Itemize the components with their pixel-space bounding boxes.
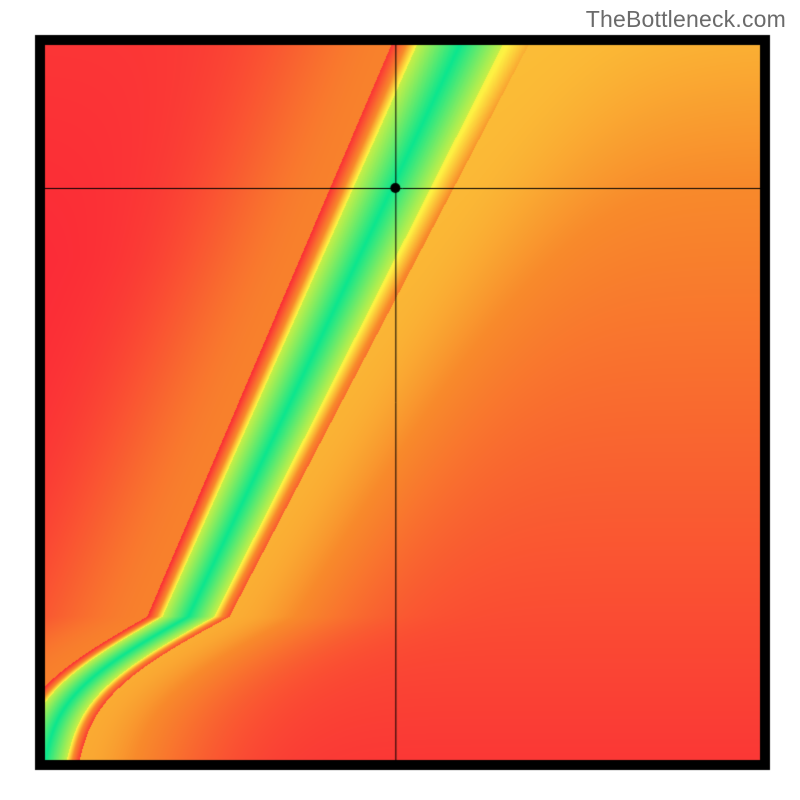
watermark-text: TheBottleneck.com bbox=[586, 6, 786, 33]
bottleneck-heatmap bbox=[0, 0, 800, 800]
